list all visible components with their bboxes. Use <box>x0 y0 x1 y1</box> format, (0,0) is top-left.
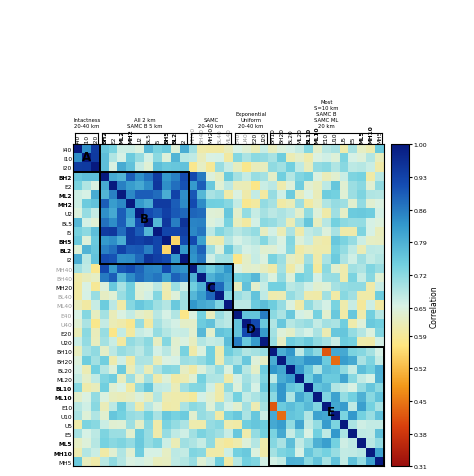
Bar <box>73 145 100 173</box>
Bar <box>233 310 269 347</box>
Text: Intactness
20-40 km: Intactness 20-40 km <box>73 118 100 128</box>
Text: A: A <box>82 150 91 164</box>
Text: D: D <box>246 322 256 335</box>
Text: Exponential
Uniform
20-40 km: Exponential Uniform 20-40 km <box>235 112 266 128</box>
Text: SAMC
20-40 km: SAMC 20-40 km <box>198 118 224 128</box>
Y-axis label: Correlation: Correlation <box>430 285 439 327</box>
Text: B: B <box>140 212 149 225</box>
Text: E: E <box>327 405 335 418</box>
Bar <box>189 265 233 310</box>
Text: C: C <box>207 281 215 294</box>
Text: All 2 km
SAMC B 5 km: All 2 km SAMC B 5 km <box>127 118 162 128</box>
Bar <box>100 173 189 265</box>
Text: Most
S=10 km
SAMC B
SAMC ML
20 km: Most S=10 km SAMC B SAMC ML 20 km <box>314 100 338 128</box>
Bar <box>269 347 384 466</box>
